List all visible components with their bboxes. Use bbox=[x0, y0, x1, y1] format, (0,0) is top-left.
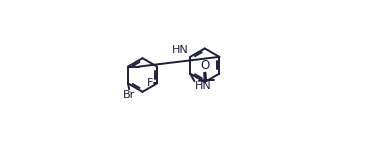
Text: HN: HN bbox=[172, 45, 189, 55]
Text: Br: Br bbox=[123, 90, 135, 100]
Text: O: O bbox=[200, 59, 210, 72]
Text: HN: HN bbox=[195, 81, 211, 92]
Text: F: F bbox=[147, 78, 153, 88]
